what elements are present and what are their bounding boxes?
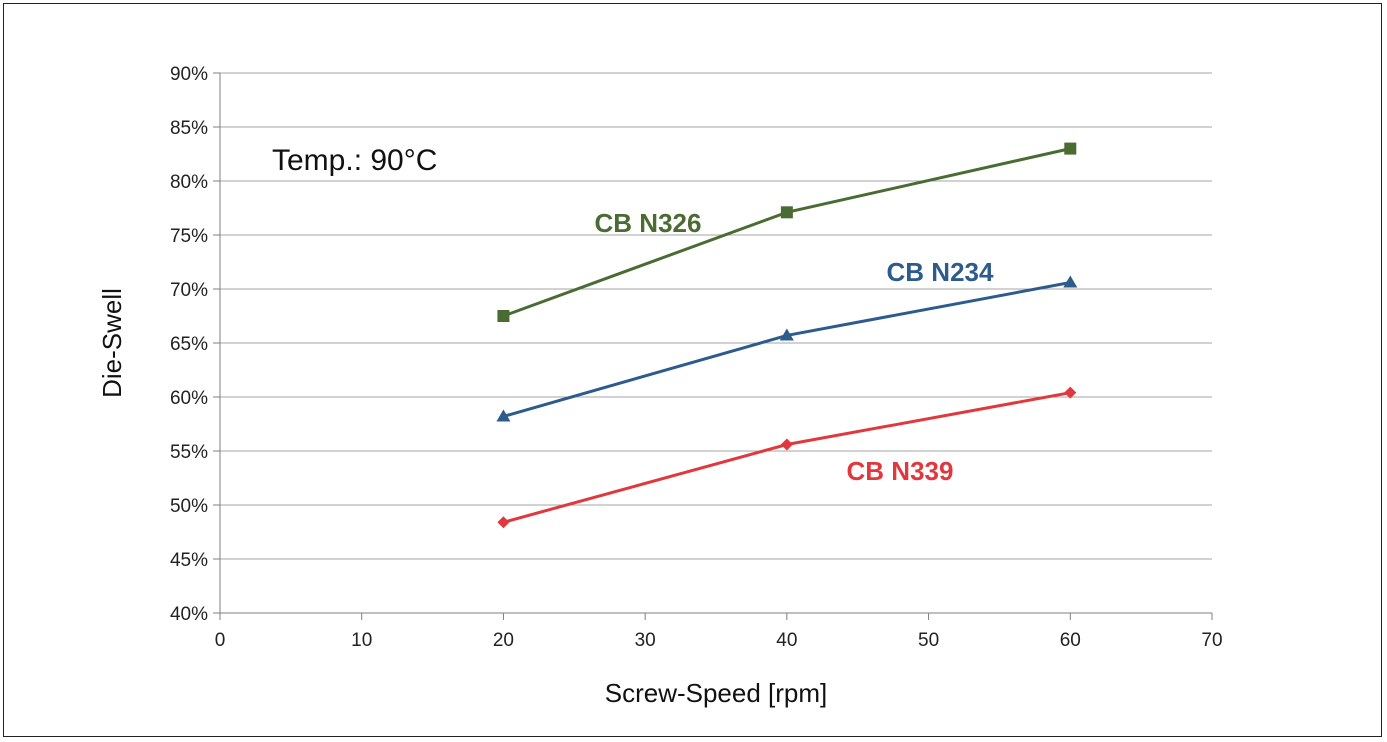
y-tick-label: 40% — [170, 604, 208, 625]
x-tick-label: 30 — [635, 630, 656, 651]
series-group — [496, 142, 1078, 529]
axes — [213, 72, 1213, 620]
x-tick-label: 60 — [1060, 630, 1081, 651]
temperature-annotation: Temp.: 90°C — [272, 144, 437, 177]
y-tick-label: 60% — [170, 388, 208, 409]
series-label-cb-n339: CB N339 — [847, 456, 954, 486]
series-line-cb-n234 — [503, 281, 1071, 418]
data-point-cb-n326 — [1064, 142, 1077, 155]
data-point-cb-n234 — [1063, 275, 1078, 288]
x-tick-label: 0 — [215, 630, 226, 651]
y-tick-label: 45% — [170, 550, 208, 571]
data-point-cb-n234 — [779, 328, 794, 341]
x-axis-title: Screw-Speed [rpm] — [605, 678, 828, 708]
y-tick-labels: 40% 45% 50% 55% 60% 65% 70% 75% 80% 85% 90% — [170, 64, 208, 625]
x-tick-label: 20 — [493, 630, 514, 651]
data-point-cb-n234 — [496, 409, 511, 422]
y-tick-label: 55% — [170, 442, 208, 463]
data-point-cb-n339 — [497, 516, 510, 529]
data-point-cb-n339 — [1064, 386, 1077, 399]
data-point-cb-n326 — [780, 206, 793, 219]
x-tick-label: 50 — [918, 630, 939, 651]
y-tick-label: 75% — [170, 226, 208, 247]
y-axis-title: Die-Swell — [97, 288, 127, 398]
y-tick-label: 50% — [170, 496, 208, 517]
data-point-cb-n326 — [497, 310, 510, 322]
data-point-cb-n339 — [780, 438, 793, 451]
x-tick-label: 70 — [1201, 630, 1222, 651]
series-label-cb-n234: CB N234 — [887, 257, 994, 287]
x-tick-label: 10 — [351, 630, 372, 651]
series-line-cb-n326 — [502, 147, 1071, 318]
y-tick-label: 65% — [170, 334, 208, 355]
x-tick-label: 40 — [776, 630, 797, 651]
y-tick-label: 85% — [170, 118, 208, 139]
x-tick-labels: 0 10 20 30 40 50 60 70 — [215, 630, 1223, 651]
y-tick-label: 90% — [170, 64, 208, 85]
y-tick-label: 80% — [170, 172, 208, 193]
chart-frame — [3, 3, 1382, 737]
series-labels: CB N326 CB N234 CB N339 — [595, 208, 994, 486]
series-line-cb-n339 — [503, 391, 1071, 524]
y-tick-label: 70% — [170, 280, 208, 301]
series-label-cb-n326: CB N326 — [595, 208, 702, 238]
